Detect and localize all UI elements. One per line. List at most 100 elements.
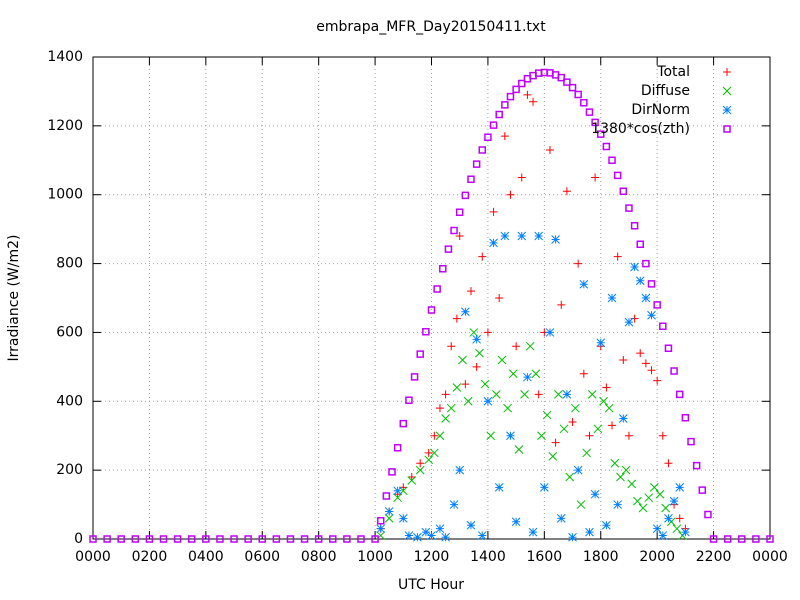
data-point [477, 531, 487, 540]
data-point [416, 459, 425, 468]
legend-label: DirNorm [631, 102, 690, 118]
data-point [421, 527, 431, 537]
data-point [512, 85, 520, 94]
data-point [500, 132, 509, 141]
x-tick-label: 1400 [470, 549, 506, 565]
data-point [452, 383, 462, 392]
data-point [433, 285, 441, 293]
data-point [573, 465, 583, 475]
legend-marker [723, 68, 731, 76]
data-point [495, 294, 504, 302]
data-point [461, 380, 470, 389]
data-point [480, 379, 490, 389]
data-point [554, 390, 563, 399]
data-point [422, 327, 430, 336]
data-point [618, 414, 628, 423]
data-point [545, 328, 555, 337]
data-point [460, 307, 470, 317]
data-point [435, 524, 445, 534]
data-point [562, 390, 572, 399]
data-point [483, 328, 492, 337]
data-point [455, 208, 464, 217]
data-point [449, 500, 459, 509]
data-point [633, 496, 642, 506]
data-point [669, 496, 679, 506]
data-point [613, 252, 622, 261]
data-point [658, 531, 668, 540]
data-point [399, 419, 408, 428]
data-point [103, 535, 111, 543]
x-tick-label: 1200 [414, 549, 450, 565]
data-point [571, 403, 580, 413]
data-point [145, 535, 154, 543]
data-point [467, 175, 475, 183]
x-tick-label: 0200 [132, 549, 168, 565]
data-point [384, 507, 394, 516]
legend-label: 1380*cos(zth) [591, 121, 690, 137]
data-point [489, 121, 498, 129]
x-tick-label: 1800 [583, 549, 619, 565]
data-point [574, 90, 582, 99]
data-point [568, 532, 577, 542]
data-point [591, 118, 599, 127]
data-point [681, 414, 690, 422]
data-point [585, 431, 594, 440]
data-point [613, 500, 623, 509]
data-point [642, 259, 650, 268]
data-point [630, 221, 639, 230]
x-tick-label: 0400 [188, 549, 224, 565]
data-point [523, 74, 532, 83]
chart-title: embrapa_MFR_Day20150411.txt [316, 19, 546, 35]
data-point [202, 535, 210, 543]
data-point [429, 448, 439, 458]
data-point [492, 390, 501, 399]
data-point [681, 527, 690, 537]
x-tick-label: 1000 [357, 549, 393, 565]
data-point [466, 287, 475, 296]
data-point [590, 489, 600, 499]
legend-marker [722, 105, 732, 115]
data-point [300, 535, 309, 543]
x-tick-label: 2000 [639, 549, 675, 565]
data-point [446, 403, 456, 413]
data-point [551, 438, 560, 447]
data-point [548, 452, 558, 461]
data-point [173, 535, 182, 543]
data-point [427, 531, 436, 540]
data-point [568, 417, 577, 426]
data-point [596, 338, 606, 348]
data-point [393, 444, 402, 452]
data-point [641, 293, 651, 303]
y-tick-label: 200 [56, 462, 83, 478]
data-point [652, 524, 662, 534]
data-point [405, 396, 413, 405]
data-point [404, 531, 414, 540]
data-point [531, 369, 541, 379]
data-point [407, 476, 417, 485]
data-point [159, 535, 168, 543]
data-point [506, 92, 515, 101]
data-point [545, 145, 554, 154]
data-point [580, 99, 588, 107]
data-point [472, 160, 481, 168]
data-point [647, 280, 656, 288]
data-point [461, 191, 470, 200]
data-point [624, 317, 634, 327]
data-point [752, 535, 760, 543]
data-point [644, 493, 654, 503]
data-point [599, 396, 608, 406]
x-tick-label: 0000 [752, 549, 788, 565]
data-point [131, 535, 140, 543]
data-point [661, 503, 670, 513]
data-point [655, 489, 665, 499]
data-point [424, 455, 434, 465]
data-point [435, 404, 444, 413]
data-point [444, 245, 453, 253]
data-point [517, 173, 526, 182]
data-point [415, 465, 425, 475]
data-point [500, 231, 510, 241]
data-point [117, 535, 125, 543]
data-point [489, 207, 498, 216]
data-point [497, 355, 507, 365]
data-point [393, 486, 403, 496]
